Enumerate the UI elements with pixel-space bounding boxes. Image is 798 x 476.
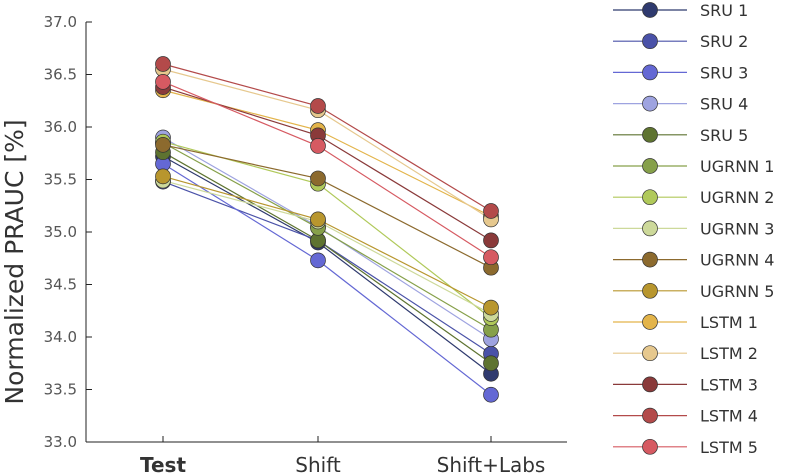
legend-item: SRU 2: [613, 32, 748, 51]
legend-item: UGRNN 4: [613, 251, 774, 270]
legend-marker: [642, 345, 658, 362]
y-tick-label: 34.0: [44, 328, 77, 346]
legend-item: LSTM 5: [613, 438, 758, 457]
legend-marker: [642, 251, 658, 268]
y-tick-label: 35.0: [44, 223, 77, 241]
legend-marker: [642, 407, 658, 424]
legend-label: LSTM 1: [700, 313, 758, 332]
legend-label: UGRNN 2: [700, 188, 774, 207]
series-line: [162, 142, 492, 331]
legend-label: SRU 4: [700, 95, 748, 114]
legend-marker: [642, 2, 658, 18]
data-point: [310, 170, 326, 187]
y-axis-label: Normalized PRAUC [%]: [0, 119, 29, 404]
legend-item: LSTM 3: [613, 375, 758, 394]
x-tick-label: Test: [140, 453, 186, 476]
legend-marker: [642, 33, 658, 50]
legend-label: SRU 2: [700, 32, 748, 51]
legend-item: LSTM 1: [613, 313, 758, 332]
legend-marker: [642, 376, 658, 393]
legend-item: UGRNN 2: [613, 188, 774, 207]
legend-marker: [642, 314, 658, 330]
legend-item: SRU 1: [613, 1, 748, 20]
legend-item: SRU 5: [613, 126, 748, 145]
y-tick-label: 35.5: [44, 171, 77, 189]
data-point: [310, 138, 326, 154]
legend-marker: [642, 438, 658, 455]
legend-marker: [642, 126, 658, 143]
legend-label: LSTM 4: [700, 407, 758, 426]
legend-item: UGRNN 1: [613, 157, 774, 176]
data-point: [155, 73, 171, 90]
series-line: [162, 141, 492, 319]
legend-label: LSTM 2: [700, 344, 758, 363]
data-point: [155, 56, 171, 72]
legend-item: UGRNN 3: [613, 219, 774, 238]
legend-marker: [642, 64, 658, 81]
legend-label: SRU 5: [700, 126, 748, 145]
legend-marker: [642, 158, 658, 174]
data-point: [310, 98, 326, 114]
data-point: [483, 232, 499, 249]
legend-item: LSTM 2: [613, 344, 758, 363]
legend-label: UGRNN 1: [700, 157, 774, 176]
data-point: [155, 168, 171, 185]
legend-marker: [642, 282, 658, 299]
legend-item: SRU 4: [613, 95, 748, 114]
chart-axes: 33.0 33.5 34.0 34.5 35.0 35.5 36.0 36.5 37.0 Test…: [44, 13, 567, 476]
data-point: [483, 203, 499, 219]
data-point: [155, 137, 171, 153]
data-point: [483, 299, 499, 316]
series-markers: [155, 56, 499, 403]
y-tick-label: 37.0: [44, 13, 77, 31]
x-tick-label: Shift: [295, 453, 341, 476]
legend-label: UGRNN 5: [700, 282, 774, 301]
legend-marker: [642, 220, 658, 237]
legend-label: UGRNN 3: [700, 219, 774, 238]
legend-label: UGRNN 4: [700, 251, 774, 270]
data-point: [310, 211, 326, 228]
legend-item: SRU 3: [613, 63, 748, 82]
legend-label: LSTM 5: [700, 438, 758, 457]
legend-item: LSTM 4: [613, 407, 758, 426]
y-tick-label: 36.0: [44, 118, 77, 136]
y-tick-label: 33.0: [44, 433, 77, 451]
y-tick-label: 36.5: [44, 66, 77, 84]
legend-label: SRU 3: [700, 63, 748, 82]
data-point: [483, 249, 499, 266]
x-tick-label: Shift+Labs: [437, 453, 546, 476]
chart-legend: SRU 1 SRU 2 SRU 3 SRU 4 SRU 5 UGRNN 1 UGRNN 2 U…: [613, 1, 774, 457]
series-lines: [162, 63, 492, 396]
data-point: [310, 252, 326, 269]
legend-label: SRU 1: [700, 1, 748, 20]
legend-marker: [642, 95, 658, 112]
series-line: [162, 136, 492, 340]
series-line: [162, 68, 492, 220]
legend-item: UGRNN 5: [613, 282, 774, 301]
series-line: [162, 89, 492, 217]
y-tick-label: 33.5: [44, 381, 77, 399]
legend-marker: [642, 189, 658, 206]
y-tick-label: 34.5: [44, 276, 77, 294]
legend-label: LSTM 3: [700, 375, 758, 394]
data-point: [483, 386, 499, 403]
data-point: [483, 355, 499, 372]
series-line: [162, 86, 492, 241]
